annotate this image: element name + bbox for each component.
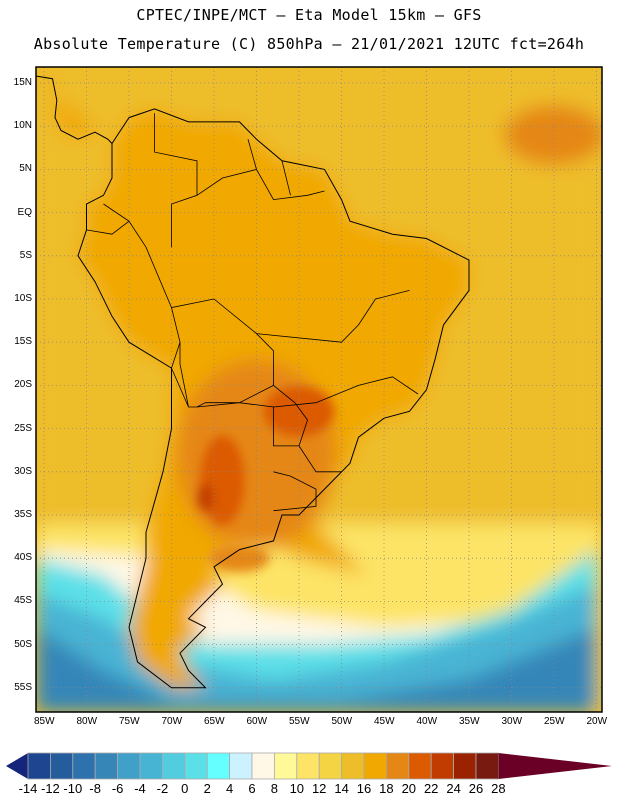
colorbar-label: 18: [379, 781, 394, 796]
colorbar-box: [273, 752, 298, 780]
lon-label: 75W: [119, 716, 140, 727]
colorbar-label: 28: [491, 781, 506, 796]
colorbar-label: 22: [423, 781, 439, 796]
lat-label: 40S: [14, 552, 32, 564]
temperature-map: [35, 66, 603, 713]
colorbar-box: [475, 752, 499, 780]
colorbar-box: [453, 752, 477, 780]
lat-label: 15N: [13, 77, 32, 88]
country-borders: [86, 113, 419, 512]
field-blob: [200, 435, 245, 526]
lat-label: 25S: [14, 422, 32, 434]
lon-label: 50W: [331, 716, 353, 727]
colorbar-label: 2: [203, 781, 211, 796]
colorbar-label: 24: [446, 781, 461, 796]
colorbar-label: 6: [248, 781, 256, 796]
colorbar-box: [139, 752, 163, 780]
lon-label: 55W: [289, 716, 310, 727]
colorbar-label: 12: [311, 781, 327, 796]
colorbar-label: -14: [18, 781, 38, 796]
colorbar-box: [27, 752, 51, 780]
lon-label: 85W: [34, 716, 55, 727]
colorbar-box: [363, 752, 387, 780]
lat-label: 30S: [14, 465, 32, 477]
colorbar-label: -2: [156, 781, 169, 796]
lat-label: 20S: [14, 379, 32, 391]
lat-label: 5N: [19, 163, 32, 175]
colorbar-label: 26: [468, 781, 484, 796]
colorbar-label: 8: [270, 781, 278, 796]
colorbar-label: 14: [334, 781, 349, 796]
lat-label: 15S: [14, 336, 32, 348]
lon-label: 65W: [204, 716, 225, 727]
colorbar-box: [341, 752, 365, 780]
colorbar-label: 16: [356, 781, 372, 796]
colorbar-box: [229, 752, 253, 780]
colorbar-box: [385, 752, 410, 780]
colorbar-box: [251, 752, 275, 780]
field-blob: [209, 544, 270, 573]
lon-label: 25W: [544, 716, 565, 727]
lon-label: 20W: [586, 716, 608, 727]
colorbar-box: [50, 752, 74, 780]
colorbar-over-triangle: [498, 753, 612, 779]
colorbar-label: 20: [401, 781, 417, 796]
lon-label: 70W: [161, 716, 183, 727]
title-line-1: CPTEC/INPE/MCT – Eta Model 15km – GFS: [136, 6, 482, 24]
colorbar-box: [318, 752, 343, 780]
colorbar: [6, 752, 612, 780]
lat-label: EQ: [17, 206, 32, 218]
field-blob: [504, 104, 602, 165]
lat-label: 55S: [14, 681, 32, 693]
colorbar-box: [430, 752, 455, 780]
lon-label: 80W: [76, 716, 98, 727]
lat-label: 10N: [13, 120, 32, 132]
colorbar-box: [184, 752, 208, 780]
field-band: [36, 627, 598, 712]
field-blob: [197, 483, 214, 512]
colorbar-box: [72, 752, 96, 780]
lon-label: 60W: [246, 716, 268, 727]
colorbar-box: [408, 752, 432, 780]
temperature-field: [36, 67, 602, 712]
colorbar-label: -10: [63, 781, 83, 796]
colorbar-box: [117, 752, 141, 780]
colorbar-label: 4: [225, 781, 234, 796]
colorbar-label: -8: [89, 781, 101, 796]
lon-label: 40W: [416, 716, 438, 727]
colorbar-box: [94, 752, 118, 780]
title-line-2: Absolute Temperature (C) 850hPa – 21/01/…: [33, 35, 585, 53]
colorbar-label: 10: [289, 781, 305, 796]
lat-label: 45S: [14, 595, 32, 607]
map-frame: [35, 66, 603, 713]
colorbar-label: -6: [111, 781, 124, 796]
lon-label: 45W: [374, 716, 395, 727]
lat-label: 50S: [14, 638, 32, 650]
colorbar-label: -12: [40, 781, 60, 796]
lon-label: 35W: [459, 716, 480, 727]
colorbar-under-triangle: [6, 753, 28, 779]
lat-label: 5S: [19, 249, 32, 261]
lat-label: 10S: [14, 293, 32, 304]
lat-label: 35S: [14, 509, 32, 520]
colorbar-box: [206, 752, 230, 780]
colorbar-label: -4: [134, 781, 146, 796]
field-blob: [176, 359, 337, 550]
colorbar-box: [296, 752, 320, 780]
lon-label: 30W: [501, 716, 523, 727]
coastline: [36, 75, 470, 689]
colorbar-label: 0: [181, 781, 189, 796]
colorbar-box: [161, 752, 186, 780]
